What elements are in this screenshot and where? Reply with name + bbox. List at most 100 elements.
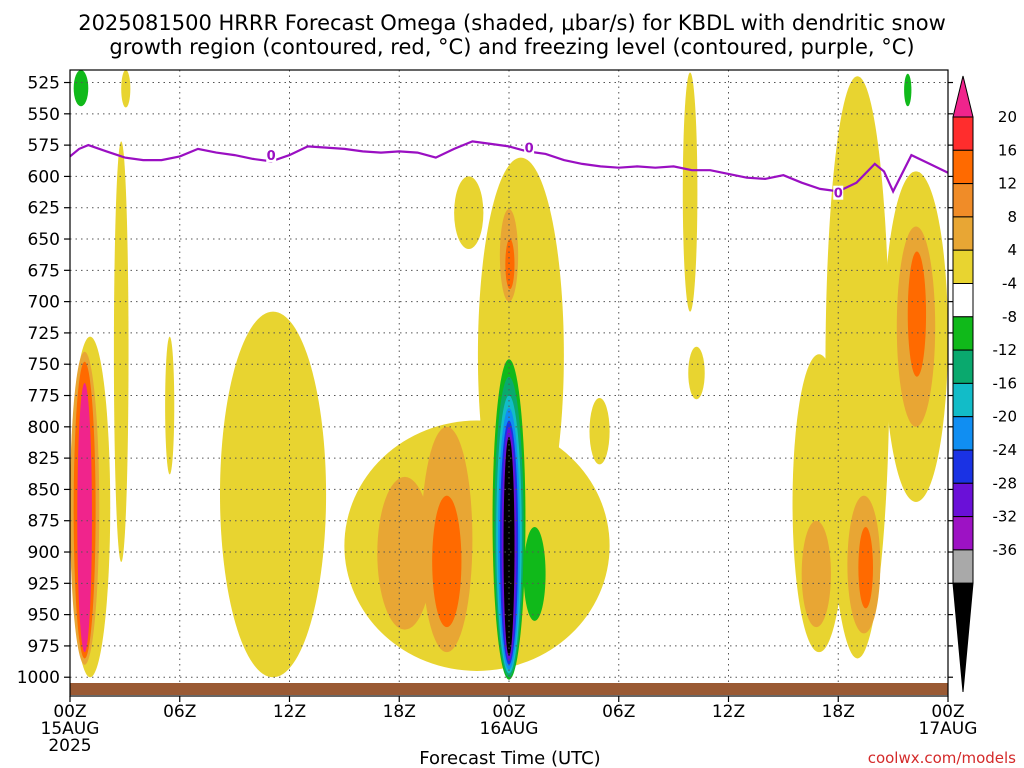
y-tick-label: 775 <box>28 387 60 407</box>
x-tick-label: 18Z <box>822 702 855 722</box>
omega-region-9 <box>377 476 433 630</box>
y-tick-label: 650 <box>28 230 60 250</box>
colorbar-legend: 20 16 12 8 4 -4 -8 -12 -16 -20 -24 -28 -32 -36 <box>952 75 1018 693</box>
colorbar-band <box>952 349 974 384</box>
freezing-level-line <box>70 140 948 194</box>
omega-region-7 <box>219 311 327 678</box>
colorbar-band <box>952 216 974 251</box>
y-axis: 525 550 575 600 625 650 675 700 725 750 775 800 825 8… <box>17 74 953 688</box>
chart-title-line-1: 2025081500 HRRR Forecast Omega (shaded, … <box>78 11 946 35</box>
y-tick-label: 700 <box>28 293 60 313</box>
colorbar-band <box>952 283 974 318</box>
x-tick-label: 17AUG <box>919 719 978 739</box>
colorbar-label: -28 <box>993 474 1018 492</box>
y-tick-label: 875 <box>28 512 60 532</box>
colorbar-label: -32 <box>993 508 1018 526</box>
freezing-level-contour: 0 0 0 <box>70 140 948 202</box>
colorbar-label: 4 <box>1007 241 1017 259</box>
colorbar-band <box>952 249 974 284</box>
colorbar-band <box>952 183 974 218</box>
omega-region-26 <box>907 251 927 377</box>
y-tick-label: 600 <box>28 167 60 187</box>
y-tick-label: 525 <box>28 74 60 94</box>
freezing-label-bg <box>833 185 844 200</box>
colorbar-label: 12 <box>998 175 1017 193</box>
y-tick-label: 550 <box>28 105 60 125</box>
omega-region-6 <box>165 336 175 475</box>
omega-region-3 <box>77 383 92 653</box>
omega-region-17 <box>589 398 610 465</box>
y-tick-label: 950 <box>28 606 60 626</box>
x-tick-label: 06Z <box>602 702 635 722</box>
colorbar-label: -24 <box>993 441 1018 459</box>
x-tick-label: 00Z <box>53 702 86 722</box>
freezing-level-label-0: 0 <box>267 149 276 164</box>
freezing-level-label-2: 0 <box>834 187 843 202</box>
omega-region-36 <box>503 436 515 656</box>
colorbar-band <box>952 482 974 518</box>
y-tick-label: 900 <box>28 543 60 563</box>
colorbar-band <box>952 149 974 185</box>
x-tick-label: 06Z <box>163 702 196 722</box>
omega-region-18 <box>682 72 698 312</box>
freezing-label-bg <box>266 148 277 163</box>
colorbar-label: 20 <box>998 108 1017 126</box>
y-tick-label: 625 <box>28 199 60 219</box>
colorbar-band <box>952 116 974 151</box>
y-tick-label: 750 <box>28 355 60 375</box>
x-tick-label: 18Z <box>383 702 416 722</box>
x-tick-label: 12Z <box>273 702 306 722</box>
y-tick-label: 975 <box>28 637 60 657</box>
omega-region-12 <box>454 176 484 250</box>
omega-region-27 <box>523 526 546 621</box>
omega-region-16 <box>688 346 705 400</box>
x-tick-label: 2025 <box>48 736 91 756</box>
colorbar-band <box>952 316 974 351</box>
colorbar-band <box>952 549 974 584</box>
freezing-label-bg <box>524 140 535 155</box>
chart-title-line-2: growth region (contoured, red, °C) and f… <box>109 35 914 59</box>
colorbar-label: -12 <box>993 341 1018 359</box>
y-tick-label: 725 <box>28 324 60 344</box>
colorbar-band <box>952 449 974 484</box>
colorbar-label: -36 <box>993 541 1018 559</box>
y-tick-label: 800 <box>28 418 60 438</box>
colorbar-label: -16 <box>993 374 1018 392</box>
plot-grid <box>69 70 949 696</box>
omega-region-15 <box>505 239 515 290</box>
colorbar-band <box>952 382 974 418</box>
y-tick-label: 850 <box>28 480 60 500</box>
credit-text: coolwx.com/models <box>868 749 1016 767</box>
ground-strip <box>70 683 948 695</box>
omega-shading <box>70 70 948 680</box>
y-tick-label: 675 <box>28 261 60 281</box>
colorbar-label: -20 <box>993 408 1018 426</box>
omega-region-4 <box>113 141 129 563</box>
x-axis-label: Forecast Time (UTC) <box>419 748 600 768</box>
colorbar-label: 8 <box>1007 208 1017 226</box>
colorbar-label: -4 <box>1002 275 1017 293</box>
y-tick-label: 575 <box>28 136 60 156</box>
omega-region-11 <box>432 495 462 628</box>
omega-region-29 <box>904 73 912 107</box>
omega-region-28 <box>73 70 89 107</box>
colorbar-label: 16 <box>998 141 1017 159</box>
x-tick-label: 12Z <box>712 702 745 722</box>
y-tick-label: 1000 <box>17 668 60 688</box>
y-tick-label: 925 <box>28 574 60 594</box>
x-tick-label: 00Z <box>931 702 964 722</box>
colorbar-band <box>952 416 974 451</box>
freezing-level-label-1: 0 <box>525 142 534 157</box>
colorbar-top-arrow <box>952 75 974 118</box>
colorbar-label: -8 <box>1002 308 1017 326</box>
omega-region-20 <box>801 520 831 628</box>
x-tick-label: 16AUG <box>480 719 539 739</box>
x-tick-label: 00Z <box>492 702 525 722</box>
colorbar-band <box>952 516 974 551</box>
y-tick-label: 825 <box>28 449 60 469</box>
colorbar-bottom-arrow <box>952 582 974 693</box>
omega-region-23 <box>858 526 874 609</box>
omega-region-5 <box>121 70 131 108</box>
